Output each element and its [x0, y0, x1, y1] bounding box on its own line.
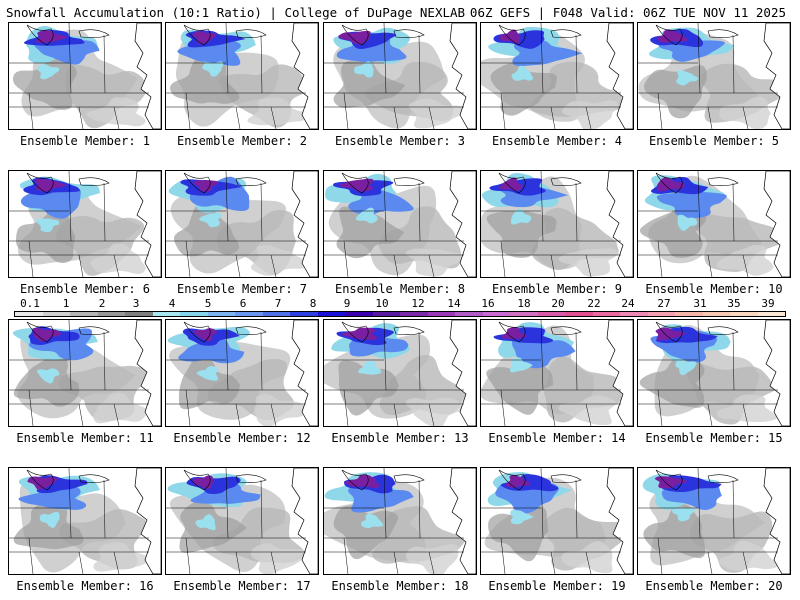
- ensemble-member-label: Ensemble Member: 15: [645, 431, 783, 445]
- colorbar-segment: [372, 312, 400, 316]
- ensemble-member-label: Ensemble Member: 20: [645, 579, 783, 593]
- colorbar-segment: [317, 312, 345, 316]
- colorbar-segment: [482, 312, 510, 316]
- colorbar: [14, 311, 786, 317]
- colorbar-segment: [42, 312, 70, 316]
- ensemble-member-label: Ensemble Member: 3: [334, 134, 466, 148]
- colorbar-segment: [400, 312, 428, 316]
- ensemble-member-label: Ensemble Member: 17: [173, 579, 311, 593]
- colorbar-tick-label: 12: [411, 297, 425, 310]
- colorbar-segment: [15, 312, 43, 316]
- ensemble-map-1: [8, 22, 162, 130]
- colorbar-segment: [510, 312, 538, 316]
- ensemble-member-label: Ensemble Member: 9: [491, 282, 623, 296]
- colorbar-segment: [235, 312, 263, 316]
- ensemble-map-7: [165, 170, 319, 278]
- ensemble-map-8: [323, 170, 477, 278]
- ensemble-map-16: [8, 467, 162, 575]
- colorbar-tick-label: 4: [168, 297, 176, 310]
- ensemble-member-label: Ensemble Member: 14: [488, 431, 626, 445]
- ensemble-member-label: Ensemble Member: 8: [334, 282, 466, 296]
- ensemble-map-19: [480, 467, 634, 575]
- ensemble-member-label: Ensemble Member: 10: [645, 282, 783, 296]
- colorbar-segment: [345, 312, 373, 316]
- ensemble-map-14: [480, 319, 634, 427]
- colorbar-tick-label: 6: [239, 297, 247, 310]
- ensemble-map-10: [637, 170, 791, 278]
- colorbar-tick-label: 31: [693, 297, 707, 310]
- colorbar-tick-label: 7: [274, 297, 282, 310]
- colorbar-segment: [262, 312, 290, 316]
- colorbar-tick-label: 3: [132, 297, 140, 310]
- ensemble-member-label: Ensemble Member: 4: [491, 134, 623, 148]
- colorbar-segment: [125, 312, 153, 316]
- ensemble-map-13: [323, 319, 477, 427]
- ensemble-map-4: [480, 22, 634, 130]
- colorbar-tick-label: 14: [447, 297, 461, 310]
- colorbar-segment: [647, 312, 675, 316]
- colorbar-segment: [97, 312, 125, 316]
- ensemble-member-label: Ensemble Member: 1: [19, 134, 151, 148]
- colorbar-tick-label: 0.1: [20, 297, 40, 310]
- colorbar-tick-label: 5: [204, 297, 212, 310]
- ensemble-member-label: Ensemble Member: 18: [331, 579, 469, 593]
- colorbar-tick-label: 1: [62, 297, 70, 310]
- colorbar-segment: [455, 312, 483, 316]
- ensemble-member-label: Ensemble Member: 16: [16, 579, 154, 593]
- colorbar-tick-label: 35: [727, 297, 741, 310]
- colorbar-segment: [180, 312, 208, 316]
- colorbar-segment: [565, 312, 593, 316]
- colorbar-segment: [152, 312, 180, 316]
- ensemble-map-3: [323, 22, 477, 130]
- colorbar-tick-label: 9: [343, 297, 351, 310]
- map-title: Snowfall Accumulation (10:1 Ratio) | Col…: [6, 5, 466, 20]
- ensemble-map-20: [637, 467, 791, 575]
- colorbar-tick-label: 22: [587, 297, 601, 310]
- ensemble-map-12: [165, 319, 319, 427]
- ensemble-member-label: Ensemble Member: 19: [488, 579, 626, 593]
- ensemble-map-6: [8, 170, 162, 278]
- colorbar-segment: [70, 312, 98, 316]
- ensemble-member-label: Ensemble Member: 6: [19, 282, 151, 296]
- colorbar-segment: [592, 312, 620, 316]
- colorbar-tick-label: 16: [481, 297, 495, 310]
- colorbar-segment: [675, 312, 703, 316]
- ensemble-map-18: [323, 467, 477, 575]
- ensemble-map-9: [480, 170, 634, 278]
- ensemble-map-17: [165, 467, 319, 575]
- colorbar-segment: [537, 312, 565, 316]
- colorbar-segment: [290, 312, 318, 316]
- ensemble-member-label: Ensemble Member: 5: [648, 134, 780, 148]
- colorbar-segment: [427, 312, 455, 316]
- colorbar-segment: [620, 312, 648, 316]
- ensemble-member-label: Ensemble Member: 11: [16, 431, 154, 445]
- run-valid-time: 06Z GEFS | F048 Valid: 06Z TUE NOV 11 20…: [469, 5, 786, 20]
- colorbar-tick-label: 24: [621, 297, 635, 310]
- colorbar-segment: [207, 312, 235, 316]
- colorbar-tick-label: 10: [375, 297, 389, 310]
- ensemble-member-label: Ensemble Member: 7: [176, 282, 308, 296]
- ensemble-member-label: Ensemble Member: 2: [176, 134, 308, 148]
- colorbar-tick-label: 8: [309, 297, 317, 310]
- colorbar-segment: [702, 312, 730, 316]
- colorbar-tick-label: 20: [551, 297, 565, 310]
- ensemble-map-11: [8, 319, 162, 427]
- colorbar-segment: [757, 312, 785, 316]
- colorbar-tick-label: 18: [517, 297, 531, 310]
- colorbar-tick-label: 39: [761, 297, 775, 310]
- colorbar-segment: [730, 312, 758, 316]
- colorbar-tick-label: 2: [98, 297, 106, 310]
- ensemble-map-2: [165, 22, 319, 130]
- ensemble-map-15: [637, 319, 791, 427]
- ensemble-map-5: [637, 22, 791, 130]
- ensemble-member-label: Ensemble Member: 12: [173, 431, 311, 445]
- colorbar-tick-label: 27: [657, 297, 671, 310]
- ensemble-member-label: Ensemble Member: 13: [331, 431, 469, 445]
